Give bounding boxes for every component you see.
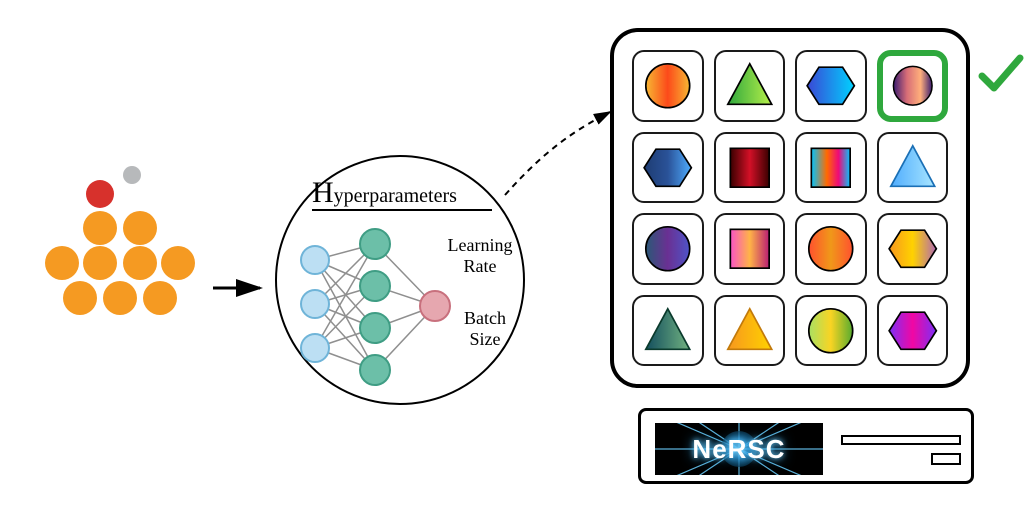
diagram-stage: Hyperparameters LearningRate BatchSize [0,0,1030,512]
grid-cell [632,50,704,122]
grid-cell [714,50,786,122]
nersc-slot-1 [841,435,961,445]
grid-cell [795,132,867,204]
grid-cell [714,295,786,367]
nersc-slot-2 [931,453,961,465]
results-grid [632,50,948,366]
grid-cell-selected [877,50,949,122]
grid-cell [795,50,867,122]
checkmark-icon [976,50,1026,105]
grid-cell [632,132,704,204]
grid-cell [877,295,949,367]
grid-cell [632,213,704,285]
results-panel [610,28,970,388]
grid-cell [877,213,949,285]
grid-cell [714,213,786,285]
grid-cell [795,213,867,285]
grid-cell [714,132,786,204]
nersc-screen: NeRSC [655,423,823,475]
nersc-computer: NeRSC [638,408,974,484]
nersc-label: NeRSC [655,434,823,465]
grid-cell [795,295,867,367]
grid-cell [877,132,949,204]
grid-cell [632,295,704,367]
